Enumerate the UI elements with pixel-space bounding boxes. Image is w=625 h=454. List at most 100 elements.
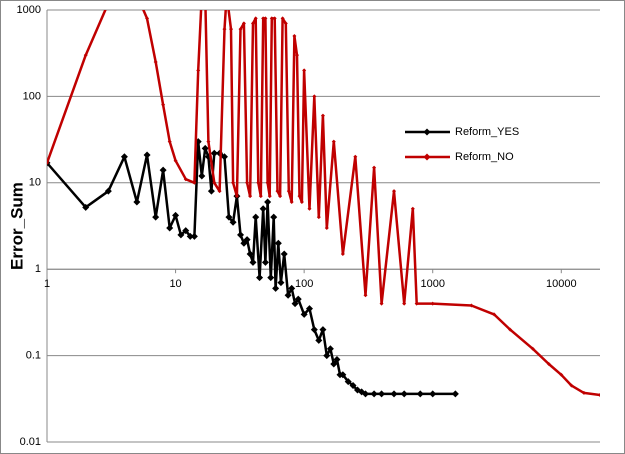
data-marker bbox=[229, 218, 237, 226]
data-marker bbox=[294, 295, 302, 303]
data-marker bbox=[177, 231, 185, 239]
data-marker bbox=[349, 382, 357, 390]
x-tick-label: 100 bbox=[295, 278, 313, 290]
data-marker bbox=[451, 390, 459, 398]
legend-marker bbox=[423, 153, 431, 161]
data-marker bbox=[153, 60, 158, 65]
data-marker bbox=[569, 383, 574, 388]
data-marker bbox=[286, 189, 291, 194]
data-marker bbox=[333, 356, 341, 364]
data-marker bbox=[295, 53, 300, 58]
data-marker bbox=[265, 180, 270, 185]
legend-marker bbox=[423, 128, 431, 136]
y-tick-label: 100 bbox=[23, 90, 41, 102]
data-marker bbox=[256, 274, 264, 282]
data-marker bbox=[299, 199, 304, 204]
data-marker bbox=[246, 250, 254, 258]
data-marker bbox=[530, 346, 535, 351]
data-marker bbox=[319, 326, 327, 334]
data-marker bbox=[370, 390, 378, 398]
data-marker bbox=[275, 189, 280, 194]
data-marker bbox=[212, 180, 217, 185]
data-marker bbox=[152, 213, 160, 221]
data-marker bbox=[307, 206, 312, 211]
data-marker bbox=[363, 293, 368, 298]
data-marker bbox=[167, 139, 172, 144]
data-marker bbox=[326, 345, 334, 353]
data-marker bbox=[104, 187, 112, 195]
data-marker bbox=[261, 16, 266, 21]
data-marker bbox=[429, 390, 437, 398]
data-marker bbox=[192, 180, 197, 185]
data-marker bbox=[323, 352, 331, 360]
data-marker bbox=[469, 303, 474, 308]
data-marker bbox=[259, 205, 267, 213]
data-marker bbox=[222, 27, 227, 32]
data-marker bbox=[289, 199, 294, 204]
data-marker bbox=[256, 180, 261, 185]
data-marker bbox=[379, 301, 384, 306]
data-marker bbox=[249, 258, 257, 266]
data-marker bbox=[220, 153, 228, 161]
y-tick-label: 0.01 bbox=[20, 436, 41, 448]
data-marker bbox=[598, 392, 600, 397]
data-marker bbox=[288, 284, 296, 292]
data-marker bbox=[248, 194, 253, 199]
x-tick-label: 10 bbox=[169, 278, 181, 290]
data-marker bbox=[172, 211, 180, 219]
data-marker bbox=[231, 180, 236, 185]
data-marker bbox=[546, 361, 551, 366]
data-marker bbox=[159, 166, 167, 174]
data-marker bbox=[267, 194, 272, 199]
data-marker bbox=[270, 213, 278, 221]
y-tick-label: 1000 bbox=[17, 4, 41, 16]
y-tick-label: 10 bbox=[29, 177, 41, 189]
data-marker bbox=[269, 16, 274, 21]
data-marker bbox=[264, 198, 272, 206]
data-marker bbox=[258, 194, 263, 199]
data-marker bbox=[378, 390, 386, 398]
data-marker bbox=[283, 21, 288, 26]
data-marker bbox=[508, 327, 513, 332]
data-marker bbox=[237, 231, 245, 239]
data-marker bbox=[330, 360, 338, 368]
data-marker bbox=[145, 16, 150, 21]
data-marker bbox=[302, 68, 307, 73]
data-marker bbox=[284, 291, 292, 299]
data-marker bbox=[261, 258, 269, 266]
data-marker bbox=[291, 300, 299, 308]
y-tick-label: 1 bbox=[35, 263, 41, 275]
data-marker bbox=[190, 232, 198, 240]
data-marker bbox=[238, 27, 243, 32]
data-marker bbox=[400, 390, 408, 398]
data-marker bbox=[410, 206, 415, 211]
data-marker bbox=[340, 251, 345, 256]
data-marker bbox=[229, 27, 234, 32]
data-marker bbox=[300, 310, 308, 318]
data-marker bbox=[186, 232, 194, 240]
data-marker bbox=[353, 154, 358, 159]
data-marker bbox=[344, 378, 352, 386]
data-marker bbox=[182, 227, 190, 235]
data-marker bbox=[210, 149, 218, 157]
data-marker bbox=[316, 215, 321, 220]
data-marker bbox=[361, 390, 369, 398]
plot-area bbox=[47, 10, 600, 398]
data-marker bbox=[305, 305, 313, 313]
data-marker bbox=[243, 236, 251, 244]
data-marker bbox=[390, 390, 398, 398]
data-marker bbox=[241, 21, 246, 26]
data-marker bbox=[331, 139, 336, 144]
data-marker bbox=[324, 225, 329, 230]
data-marker bbox=[492, 312, 497, 317]
data-marker bbox=[245, 180, 250, 185]
data-marker bbox=[280, 16, 285, 21]
data-marker bbox=[315, 336, 323, 344]
data-marker bbox=[274, 239, 282, 247]
data-marker bbox=[414, 301, 419, 306]
data-marker bbox=[83, 53, 88, 58]
data-marker bbox=[183, 177, 188, 182]
data-marker bbox=[234, 194, 239, 199]
data-marker bbox=[207, 187, 215, 195]
y-axis-label: Error_Sum bbox=[7, 182, 26, 270]
